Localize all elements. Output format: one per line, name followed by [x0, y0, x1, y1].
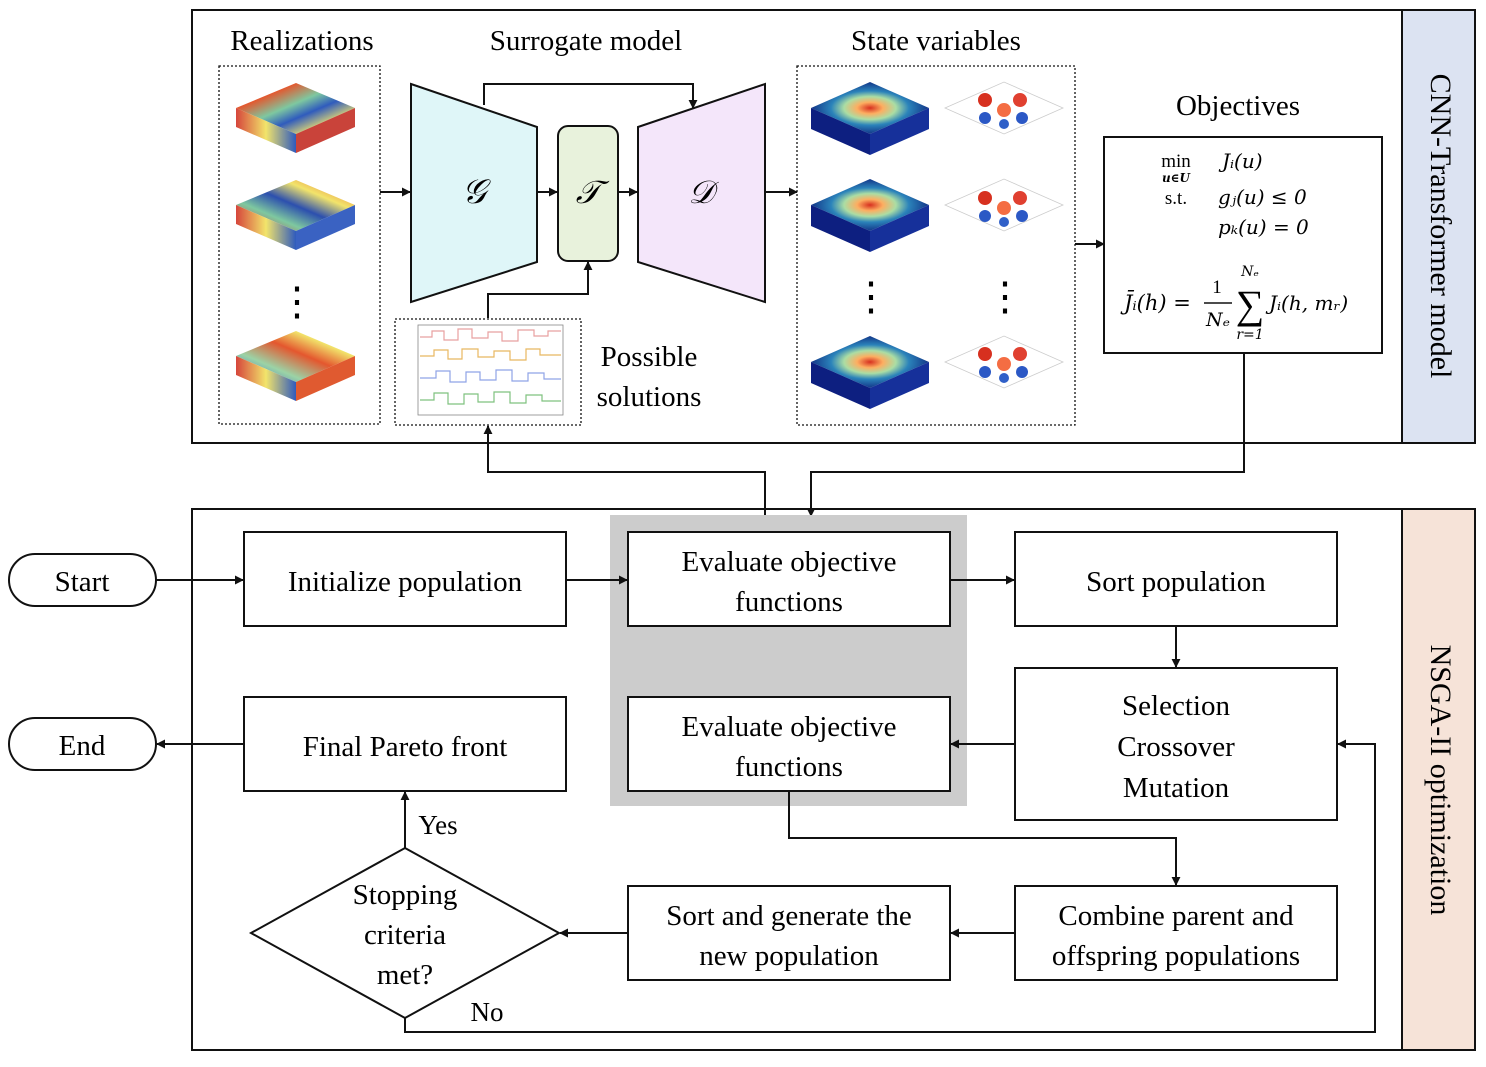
selection-label: Selection	[1122, 690, 1230, 722]
possible-solutions-label-1: Possible	[601, 341, 698, 373]
sort-generate-line-2: new population	[699, 940, 879, 972]
realizations-box	[218, 65, 381, 425]
evaluate-objective-2-line-2: functions	[735, 751, 843, 783]
nsga-side-band	[1401, 508, 1476, 1051]
objective-st: s.t.	[1165, 188, 1187, 209]
state-variables-title: State variables	[851, 25, 1021, 57]
cnn-transformer-side-band	[1401, 9, 1476, 444]
mean-objective-sum-bottom: r=1	[1236, 327, 1263, 343]
objective-min-sub: u∈U	[1162, 171, 1192, 185]
mean-objective-sum-body: Jᵢ(h, mᵣ)	[1265, 291, 1348, 315]
yes-label: Yes	[418, 810, 457, 840]
sort-generate-line-1: Sort and generate the	[666, 900, 912, 932]
arrow-eval-to-solutions	[483, 425, 766, 516]
evaluate-objective-1-line-1: Evaluate objective	[682, 546, 897, 578]
realization-cube-2	[236, 180, 355, 250]
sort-generate-box	[627, 885, 951, 981]
objective-line-2: gⱼ(u) ≤ 0	[1218, 185, 1307, 209]
objective-line-3: pₖ(u) = 0	[1218, 215, 1309, 239]
final-pareto-front-label: Final Pareto front	[303, 731, 508, 763]
sort-population-label: Sort population	[1086, 566, 1266, 598]
final-pareto-front-box	[243, 696, 567, 792]
saturation-cube-1	[944, 81, 1064, 135]
cnn-transformer-side-label: CNN-Transformer model	[1424, 74, 1457, 379]
evaluate-objective-box-2	[627, 696, 951, 792]
state-variables-box	[796, 65, 1076, 426]
evaluate-objective-2-line-1: Evaluate objective	[682, 711, 897, 743]
pressure-cube-3	[811, 336, 929, 409]
solutions-plot	[417, 324, 564, 416]
mutation-label: Mutation	[1123, 772, 1230, 804]
mean-objective-sum-top: Nₑ	[1240, 264, 1259, 280]
realizations-title: Realizations	[230, 25, 373, 57]
pressure-cube-1	[811, 82, 929, 155]
combine-populations-line-2: offspring populations	[1052, 940, 1300, 972]
objective-line-1: Jᵢ(u)	[1218, 149, 1263, 173]
arrow-objectives-to-eval	[806, 353, 1245, 517]
realizations-ellipsis: ⋮	[277, 279, 317, 324]
saturation-cube-3	[944, 335, 1064, 389]
surrogate-title: Surrogate model	[490, 25, 682, 57]
state-ellipsis-right: ⋮	[985, 274, 1025, 319]
mean-objective-lhs: J̄ᵢ(h) =	[1120, 290, 1191, 315]
end-terminal	[8, 717, 157, 771]
objective-min: min	[1161, 151, 1191, 172]
encoder-symbol: 𝒢	[462, 172, 491, 212]
evaluate-objective-box-1	[627, 531, 951, 627]
mean-objective-sum-symbol: ∑	[1236, 282, 1265, 327]
mean-objective-frac-den: Nₑ	[1205, 309, 1230, 331]
pressure-cube-2	[811, 179, 929, 252]
realization-cube-3	[236, 331, 355, 401]
initialize-population-box	[243, 531, 567, 627]
objectives-box	[1103, 136, 1383, 354]
initialize-population-label: Initialize population	[288, 566, 523, 598]
decoder-block	[637, 82, 766, 304]
nsga-side-label: NSGA-II optimization	[1424, 645, 1457, 916]
state-ellipsis-left: ⋮	[851, 274, 891, 319]
saturation-cube-2	[944, 178, 1064, 232]
arrow-decision-no-loop	[404, 739, 1376, 1033]
possible-solutions-label-2: solutions	[597, 381, 702, 413]
arrow-solutions-to-transformer	[487, 261, 593, 318]
stopping-criteria-line-3: met?	[377, 959, 433, 991]
realization-cube-1	[236, 83, 355, 153]
skip-connection-arrow	[483, 83, 698, 109]
crossover-label: Crossover	[1117, 731, 1235, 763]
sort-population-box	[1014, 531, 1338, 627]
mean-objective-frac-num: 1	[1212, 277, 1222, 298]
no-label: No	[471, 997, 504, 1027]
selection-crossover-mutation-box	[1014, 667, 1338, 821]
end-label: End	[59, 730, 106, 762]
combine-populations-line-1: Combine parent and	[1058, 900, 1294, 932]
objectives-title: Objectives	[1176, 90, 1300, 122]
encoder-block	[410, 82, 538, 304]
arrow-eval2-to-combine	[788, 791, 1181, 886]
start-label: Start	[55, 566, 110, 598]
transformer-block	[557, 125, 619, 262]
evaluate-objective-1-line-2: functions	[735, 586, 843, 618]
stopping-criteria-line-1: Stopping	[353, 879, 458, 911]
stopping-criteria-line-2: criteria	[364, 919, 446, 951]
